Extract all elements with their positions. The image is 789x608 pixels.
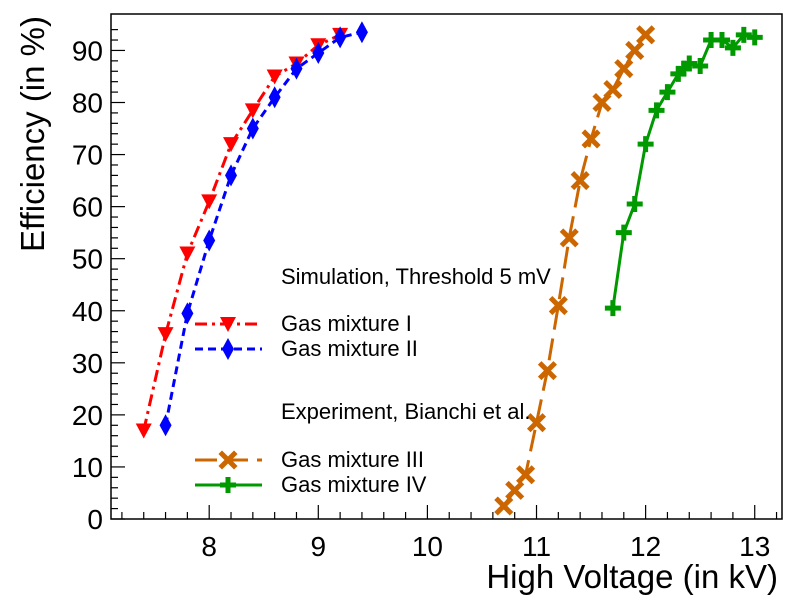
legend-label: Gas mixture IV	[281, 472, 427, 497]
data-point	[290, 57, 303, 80]
y-tick-label: 10	[72, 452, 103, 483]
y-tick-label: 40	[72, 296, 103, 327]
data-point	[268, 86, 281, 109]
data-point	[570, 171, 590, 191]
legend-header: Experiment, Bianchi et al.	[281, 399, 530, 424]
data-point	[526, 413, 547, 433]
data-point	[592, 92, 612, 113]
data-point	[659, 84, 676, 101]
y-tick-label: 0	[87, 504, 103, 535]
y-tick-label: 50	[72, 244, 103, 275]
x-tick-label: 10	[412, 531, 443, 562]
data-point	[203, 229, 216, 252]
y-tick-label: 80	[72, 88, 103, 119]
data-point	[494, 496, 514, 516]
data-point	[692, 58, 709, 75]
data-point	[713, 32, 730, 49]
data-point	[157, 327, 174, 343]
data-point	[159, 414, 172, 437]
series-line	[164, 30, 363, 426]
data-point	[181, 302, 194, 325]
y-tick-label: 90	[72, 35, 103, 66]
data-point	[537, 361, 557, 381]
series-gas-mixture-i	[135, 27, 349, 439]
x-tick-label: 12	[630, 531, 661, 562]
data-point	[548, 296, 568, 316]
data-point	[223, 137, 240, 153]
x-tick-label: 13	[739, 531, 770, 562]
data-point	[625, 40, 645, 60]
data-point	[179, 246, 196, 262]
x-tick-label: 8	[201, 531, 217, 562]
series-gas-mixture-ii	[159, 21, 368, 437]
series-layer	[135, 21, 763, 516]
data-point	[246, 117, 259, 140]
y-tick-label: 60	[72, 192, 103, 223]
data-point	[581, 129, 601, 149]
legend-marker	[220, 317, 236, 332]
x-tick-label: 9	[311, 531, 327, 562]
data-point	[735, 26, 752, 43]
data-point	[746, 29, 763, 46]
y-tick-label: 70	[72, 140, 103, 171]
y-tick-label: 20	[72, 400, 103, 431]
data-point	[637, 136, 654, 153]
legend-marker	[220, 477, 236, 493]
x-tick-label: 11	[522, 531, 551, 562]
y-tick-label: 30	[72, 348, 103, 379]
data-point	[615, 224, 632, 241]
legend-label: Gas mixture I	[281, 311, 412, 336]
data-point	[614, 59, 634, 79]
data-point	[355, 21, 368, 44]
data-point	[604, 300, 621, 317]
legend-label: Gas mixture II	[281, 336, 418, 361]
x-axis-title: High Voltage (in kV)	[486, 558, 778, 595]
legend-header: Simulation, Threshold 5 mV	[281, 264, 551, 289]
series-line	[142, 33, 341, 431]
data-point	[681, 55, 698, 72]
data-point	[244, 103, 261, 119]
data-point	[603, 79, 623, 100]
y-axis: 0 10 20 30 40 50 60 70 80 90	[72, 29, 125, 535]
data-point	[266, 69, 283, 85]
series-gas-mixture-iv	[604, 26, 763, 317]
data-point	[724, 39, 741, 56]
legend-marker	[218, 450, 238, 470]
y-axis-title: Efficiency (in %)	[14, 16, 51, 252]
x-axis: 8 9 10 11 12 13	[121, 505, 778, 562]
legend-label: Gas mixture III	[281, 447, 424, 472]
data-point	[648, 102, 665, 119]
plot-frame	[110, 13, 783, 520]
data-point	[225, 164, 238, 187]
data-point	[312, 42, 325, 65]
data-point	[626, 196, 643, 213]
data-point	[516, 465, 536, 485]
legend-marker	[222, 338, 234, 360]
data-point	[135, 423, 152, 439]
data-point	[505, 480, 525, 500]
data-point	[559, 228, 579, 248]
data-point	[636, 25, 656, 45]
series-gas-mixture-iii	[494, 25, 656, 516]
data-point	[334, 26, 347, 49]
data-point	[201, 194, 218, 210]
